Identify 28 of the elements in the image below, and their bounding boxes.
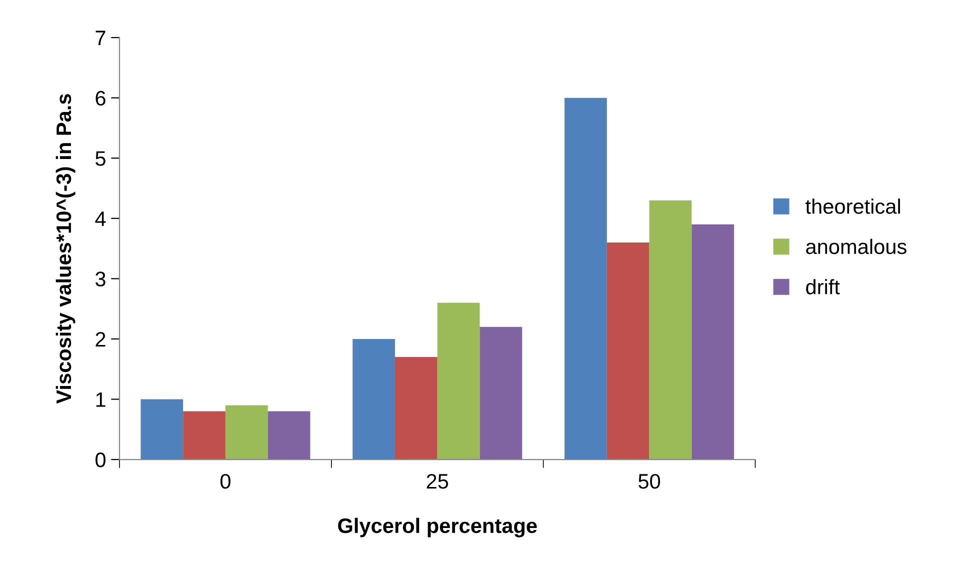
legend-label: theoretical xyxy=(806,198,900,214)
y-tick-label: 5 xyxy=(96,151,106,166)
y-tick-label: 6 xyxy=(96,90,106,106)
bar xyxy=(437,302,480,460)
y-tick-label: 1 xyxy=(96,392,106,407)
bar xyxy=(140,399,184,460)
x-tick-label: 50 xyxy=(638,474,660,489)
bar xyxy=(268,411,310,460)
bar xyxy=(183,411,226,460)
bar xyxy=(225,405,268,460)
bar xyxy=(692,224,734,460)
legend-label: drift xyxy=(806,279,840,294)
y-tick-label: 3 xyxy=(96,272,106,286)
x-tick-label: 25 xyxy=(426,474,448,489)
bar xyxy=(606,242,650,460)
bar xyxy=(564,98,607,460)
bar xyxy=(480,326,522,460)
y-tick-label: 7 xyxy=(96,30,106,46)
legend-label: anomalous xyxy=(806,238,906,254)
bar xyxy=(649,200,692,460)
x-axis-title: Glycerol percentage xyxy=(338,518,537,538)
y-tick-label: 0 xyxy=(96,452,106,468)
bar xyxy=(352,338,395,460)
y-tick-label: 4 xyxy=(95,212,106,226)
bar xyxy=(394,357,438,460)
y-axis-title: Viscosity values*10^(-3) in Pa.s xyxy=(56,94,76,404)
y-tick-label: 2 xyxy=(96,332,106,347)
x-tick-label: 0 xyxy=(220,474,230,489)
